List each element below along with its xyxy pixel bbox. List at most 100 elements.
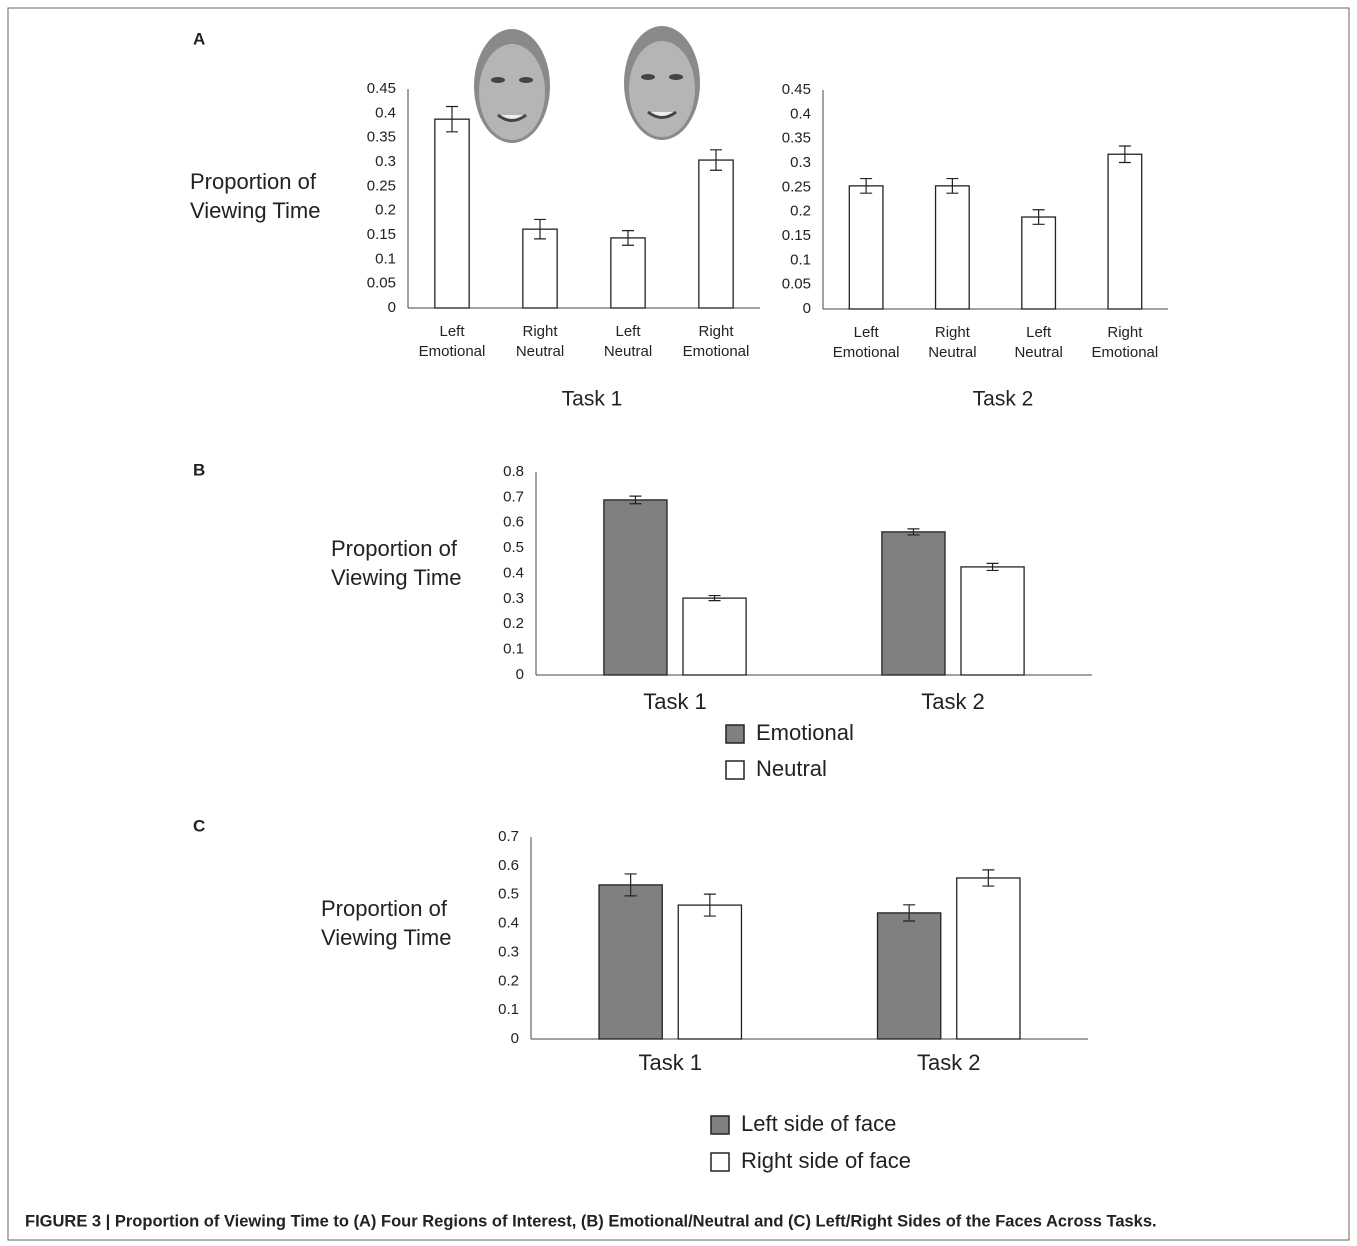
x-tick-label: Task 2 [917, 1050, 981, 1075]
y-tick-label: 0.6 [503, 514, 524, 531]
legend-swatch [710, 1115, 730, 1135]
y-tick-label: 0.3 [790, 154, 811, 171]
y-axis-label: Proportion of [331, 536, 458, 561]
y-tick-label: 0.3 [503, 590, 524, 607]
x-tick-label: Neutral [928, 344, 976, 361]
y-axis-label: Viewing Time [331, 565, 461, 590]
y-tick-label: 0.7 [503, 488, 524, 505]
x-tick-label: Left [615, 323, 641, 340]
y-tick-label: 0.2 [375, 202, 396, 219]
x-tick-label: Task 1 [643, 689, 707, 714]
x-tick-label: Left [854, 324, 880, 341]
x-tick-label: Task 1 [638, 1050, 702, 1075]
y-tick-label: 0.4 [375, 104, 396, 121]
y-tick-label: 0.6 [498, 857, 519, 874]
y-tick-label: 0.35 [367, 129, 396, 146]
y-tick-label: 0.4 [498, 915, 519, 932]
y-tick-label: 0.1 [375, 250, 396, 267]
y-tick-label: 0.45 [367, 80, 396, 97]
legend-label: Emotional [756, 720, 854, 745]
y-tick-label: 0.7 [498, 828, 519, 845]
legend-swatch [725, 724, 745, 744]
bar [848, 185, 884, 310]
x-tick-label: Neutral [604, 343, 652, 360]
legend-label: Neutral [756, 756, 827, 781]
face-right [624, 26, 700, 140]
error-bar [946, 177, 959, 194]
x-tick-label: Right [1107, 324, 1143, 341]
error-bar [703, 893, 716, 917]
x-tick-label: Neutral [516, 343, 564, 360]
bar [1021, 216, 1057, 310]
panel-label: C [193, 816, 205, 835]
error-bar [1118, 145, 1131, 164]
y-tick-label: 0.5 [498, 886, 519, 903]
y-tick-label: 0.8 [503, 463, 524, 480]
y-tick-label: 0.4 [503, 564, 524, 581]
error-bar [708, 594, 721, 602]
y-tick-label: 0.45 [782, 81, 811, 98]
y-tick-label: 0.35 [782, 130, 811, 147]
legend-label: Left side of face [741, 1111, 896, 1136]
y-tick-label: 0.4 [790, 105, 811, 122]
y-tick-label: 0 [516, 666, 524, 683]
panel-label: A [193, 29, 205, 48]
x-tick-label: Emotional [419, 343, 486, 360]
y-tick-label: 0.5 [503, 539, 524, 556]
y-tick-label: 0.25 [782, 178, 811, 195]
error-bar [446, 105, 458, 133]
bar [682, 597, 747, 676]
bar [881, 531, 946, 676]
x-tick-label: Emotional [1092, 344, 1159, 361]
error-bar [907, 528, 920, 536]
y-tick-label: 0 [803, 300, 811, 317]
y-tick-label: 0.2 [503, 615, 524, 632]
x-tick-label: Right [698, 323, 734, 340]
error-bar [860, 177, 873, 194]
caption: FIGURE 3 | Proportion of Viewing Time to… [25, 1212, 1157, 1230]
x-axis-label: Task 1 [562, 388, 623, 411]
bar [610, 237, 646, 309]
error-bar [986, 562, 999, 572]
y-tick-label: 0 [511, 1030, 519, 1047]
y-tick-label: 0.25 [367, 177, 396, 194]
x-tick-label: Left [439, 323, 465, 340]
y-axis-label: Proportion of [321, 896, 448, 921]
error-bar [1032, 209, 1045, 225]
x-tick-label: Task 2 [921, 689, 985, 714]
y-tick-label: 0.05 [782, 276, 811, 293]
y-tick-label: 0.15 [782, 227, 811, 244]
x-tick-label: Emotional [833, 344, 900, 361]
x-tick-label: Right [935, 324, 971, 341]
y-tick-label: 0.3 [375, 153, 396, 170]
y-axis-label: Proportion of [190, 169, 317, 194]
y-tick-label: 0.3 [498, 943, 519, 960]
x-tick-label: Right [522, 323, 558, 340]
error-bar [710, 149, 722, 171]
face-left [474, 29, 550, 143]
y-tick-label: 0.1 [503, 641, 524, 658]
bar [677, 904, 743, 1040]
x-tick-label: Neutral [1014, 344, 1062, 361]
y-tick-label: 0.2 [498, 972, 519, 989]
y-tick-label: 0 [388, 299, 396, 316]
error-bar [903, 904, 916, 922]
error-bar [982, 869, 995, 887]
error-bar [622, 230, 634, 246]
error-bar [629, 495, 642, 505]
legend-swatch [725, 760, 745, 780]
y-tick-label: 0.2 [790, 203, 811, 220]
bar [598, 884, 663, 1040]
panel-label: B [193, 460, 205, 479]
error-bar [534, 218, 546, 240]
x-tick-label: Emotional [683, 343, 750, 360]
y-tick-label: 0.1 [790, 251, 811, 268]
x-axis-label: Task 2 [973, 388, 1034, 411]
legend-swatch [710, 1152, 730, 1172]
y-tick-label: 0.15 [367, 226, 396, 243]
frame [7, 7, 1350, 1241]
bar [934, 185, 970, 310]
y-tick-label: 0.05 [367, 275, 396, 292]
